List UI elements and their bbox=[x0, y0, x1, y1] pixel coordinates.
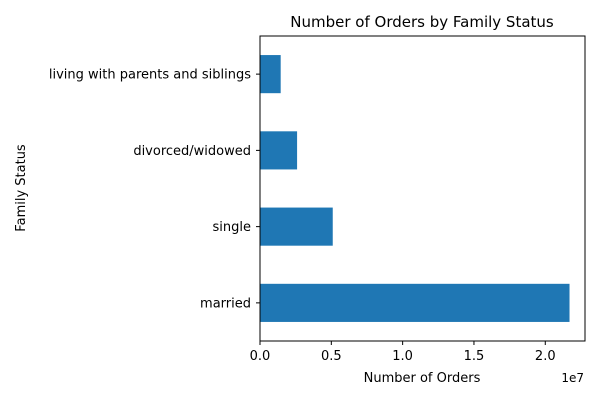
y-tick-label: married bbox=[200, 296, 251, 311]
x-tick-label: 0.0 bbox=[250, 349, 271, 364]
y-tick-label: living with parents and siblings bbox=[49, 68, 251, 83]
chart-title: Number of Orders by Family Status bbox=[290, 13, 554, 31]
x-tick-label: 0.5 bbox=[321, 349, 342, 364]
bars-group bbox=[260, 55, 570, 322]
bar-1 bbox=[260, 207, 333, 246]
x-axis-label: Number of Orders bbox=[364, 371, 481, 386]
y-axis-label: Family Status bbox=[14, 144, 29, 232]
bar-0 bbox=[260, 283, 570, 322]
bar-2 bbox=[260, 131, 298, 170]
y-ticks-group: married single divorced/widowed living with… bbox=[49, 68, 260, 311]
x-axis-scale-label: 1e7 bbox=[561, 371, 584, 385]
x-tick-label: 1.5 bbox=[464, 349, 485, 364]
y-tick-label: divorced/widowed bbox=[133, 144, 251, 159]
bar-3 bbox=[260, 55, 281, 94]
plot-frame bbox=[259, 35, 586, 342]
x-tick-label: 1.0 bbox=[392, 349, 413, 364]
x-tick-label: 2.0 bbox=[535, 349, 556, 364]
y-tick-label: single bbox=[213, 220, 252, 235]
x-ticks-group: 0.0 0.5 1.0 1.5 2.0 bbox=[250, 341, 556, 364]
